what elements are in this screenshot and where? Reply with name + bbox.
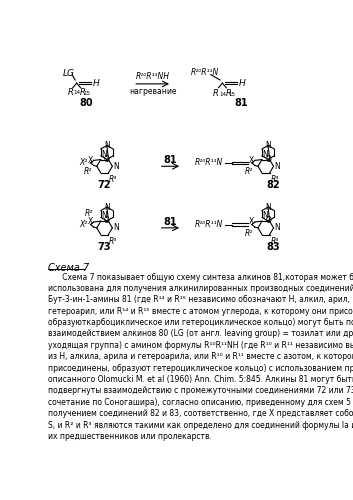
Text: описанного Olomucki M. et al (1960) Ann. Chim. 5:845. Алкины 81 могут быть затем: описанного Olomucki M. et al (1960) Ann.…: [48, 375, 353, 384]
Text: R³: R³: [109, 237, 118, 246]
Text: X: X: [88, 156, 93, 165]
Text: 72: 72: [98, 180, 111, 190]
Text: N: N: [113, 224, 119, 232]
Text: X²: X²: [79, 158, 88, 168]
Text: N: N: [101, 212, 107, 220]
Text: 81: 81: [234, 98, 248, 108]
Text: X²: X²: [79, 220, 88, 229]
Text: O: O: [104, 216, 110, 226]
Text: O: O: [265, 155, 271, 164]
Text: R³: R³: [109, 175, 118, 184]
Text: R¹⁰R¹¹N: R¹⁰R¹¹N: [195, 158, 223, 168]
Text: N: N: [113, 162, 119, 171]
Text: получением соединений 82 и 83, соответственно, где Х представляет собой О или: получением соединений 82 и 83, соответст…: [48, 410, 353, 418]
Text: R³: R³: [270, 175, 279, 184]
Text: 81: 81: [164, 216, 177, 226]
Text: LG: LG: [63, 70, 75, 78]
Text: 83: 83: [267, 242, 280, 252]
Text: N: N: [104, 202, 110, 211]
Text: R: R: [67, 88, 73, 96]
Text: из Н, алкила, арила и гетероарила, или R¹⁰ и R¹¹ вместе с азотом, к которому они: из Н, алкила, арила и гетероарила, или R…: [48, 352, 353, 362]
Text: H: H: [93, 78, 100, 88]
Text: X: X: [249, 218, 254, 226]
Text: R²: R²: [245, 167, 253, 176]
Text: N: N: [101, 150, 107, 159]
Text: Схема 7 показывает общую схему синтеза алкинов 81,которая может быть: Схема 7 показывает общую схему синтеза а…: [48, 272, 353, 281]
Text: H: H: [239, 78, 245, 88]
Text: O: O: [265, 216, 271, 226]
Text: использована для получения алкинилированных производных соединений 72 и 73.: использована для получения алкинилирован…: [48, 284, 353, 293]
Text: присоединены, образуют гетероциклическое кольцо) с использованием протокола,: присоединены, образуют гетероциклическое…: [48, 364, 353, 372]
Text: образуюткарбоциклическое или гетероциклическое кольцо) могут быть получены: образуюткарбоциклическое или гетероцикли…: [48, 318, 353, 327]
Text: N: N: [104, 141, 110, 150]
Text: N: N: [263, 212, 268, 220]
Text: 14: 14: [219, 92, 226, 96]
Text: N: N: [265, 202, 271, 211]
Text: X: X: [88, 218, 93, 226]
Text: нагревание: нагревание: [129, 87, 176, 96]
Text: R: R: [226, 90, 231, 98]
Text: 82: 82: [267, 180, 280, 190]
Text: 15: 15: [83, 91, 90, 96]
Text: R¹⁰R¹¹N: R¹⁰R¹¹N: [195, 220, 223, 229]
Text: N: N: [263, 150, 268, 159]
Text: взаимодействием алкинов 80 (LG (от англ. leaving group) = тозилат или другая: взаимодействием алкинов 80 (LG (от англ.…: [48, 330, 353, 338]
Text: R: R: [213, 90, 219, 98]
Text: их предшественников или пролекарств.: их предшественников или пролекарств.: [48, 432, 212, 441]
Text: сочетание по Соногашира), согласно описанию, приведенному для схем 5 и 7 с: сочетание по Соногашира), согласно описа…: [48, 398, 353, 407]
Text: O: O: [104, 155, 110, 164]
Text: R²: R²: [245, 228, 253, 237]
Text: S, и R² и R³ являются такими как определено для соединений формулы Ia и Ib, или: S, и R² и R³ являются такими как определ…: [48, 420, 353, 430]
Text: 15: 15: [229, 92, 235, 96]
Text: R: R: [80, 88, 86, 98]
Text: N: N: [274, 224, 280, 232]
Text: Бут-3-ин-1-амины 81 (где R¹⁴ и R¹⁵ независимо обозначают Н, алкил, арил,: Бут-3-ин-1-амины 81 (где R¹⁴ и R¹⁵ незав…: [48, 296, 350, 304]
Text: 73: 73: [98, 242, 111, 252]
Text: Схема 7: Схема 7: [48, 262, 89, 272]
Text: R²: R²: [84, 167, 92, 176]
Text: 14: 14: [73, 90, 80, 95]
Text: R²: R²: [85, 209, 93, 218]
Text: X: X: [249, 156, 254, 165]
Text: уходящая группа) с амином формулы R¹⁰R¹¹NH (где R¹⁰ и R¹¹ независимо выбраны: уходящая группа) с амином формулы R¹⁰R¹¹…: [48, 341, 353, 350]
Text: R¹⁰R¹¹NH: R¹⁰R¹¹NH: [136, 72, 170, 82]
Text: N: N: [274, 162, 280, 171]
Text: R³: R³: [270, 237, 279, 246]
Text: R¹⁰R¹¹N: R¹⁰R¹¹N: [190, 68, 219, 77]
Text: N: N: [265, 141, 271, 150]
Text: 81: 81: [164, 155, 177, 165]
Text: подвергнуты взаимодействию с промежуточными соединениями 72 или 73 (через: подвергнуты взаимодействию с промежуточн…: [48, 386, 353, 396]
Text: гетероарил, или R¹⁴ и R¹⁵ вместе с атомом углерода, к которому они присоединены,: гетероарил, или R¹⁴ и R¹⁵ вместе с атомо…: [48, 306, 353, 316]
Text: 80: 80: [79, 98, 93, 108]
